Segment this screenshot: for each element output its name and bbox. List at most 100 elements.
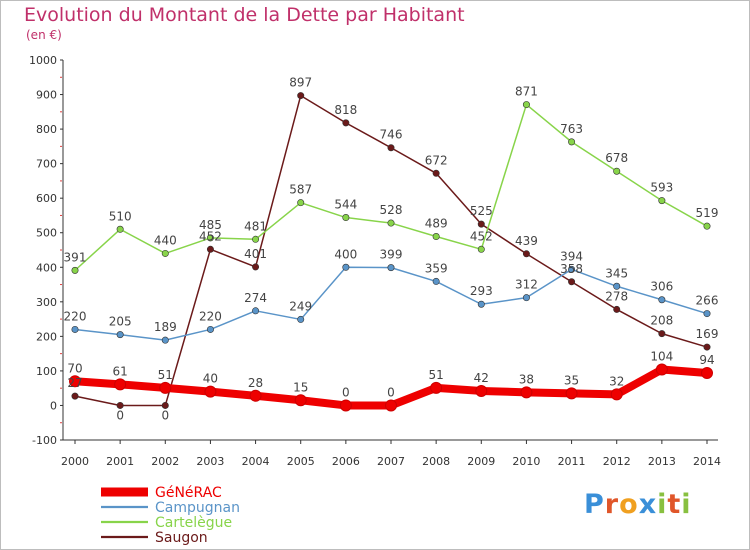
data-label: 452 xyxy=(470,229,493,243)
x-tick-label: 2010 xyxy=(512,455,540,468)
data-label: 249 xyxy=(289,299,312,313)
data-point xyxy=(114,378,127,391)
data-label: 746 xyxy=(380,128,403,142)
data-point xyxy=(297,315,305,323)
data-label: 871 xyxy=(515,85,538,99)
legend-label: Campugnan xyxy=(155,500,240,516)
data-point xyxy=(655,363,668,376)
data-point xyxy=(701,366,713,379)
logo-letter: r xyxy=(604,489,620,520)
data-label: 672 xyxy=(425,153,448,167)
data-label: 528 xyxy=(380,203,403,217)
data-point xyxy=(249,389,262,402)
x-tick-label: 2007 xyxy=(377,455,405,468)
data-point xyxy=(477,220,485,228)
x-tick-label: 2008 xyxy=(422,455,450,468)
x-tick-label: 2014 xyxy=(693,455,721,468)
data-label: 220 xyxy=(64,309,87,323)
data-label: 440 xyxy=(154,233,177,247)
data-point xyxy=(475,384,488,397)
data-point xyxy=(252,263,260,271)
data-label: 40 xyxy=(203,372,218,386)
data-point xyxy=(432,169,440,177)
data-label: 678 xyxy=(605,151,628,165)
data-point xyxy=(522,294,530,302)
x-tick-label: 2000 xyxy=(61,455,89,468)
data-point xyxy=(385,399,397,412)
data-label: 401 xyxy=(244,247,267,261)
data-label: 220 xyxy=(199,309,222,323)
data-label: 358 xyxy=(560,262,583,276)
data-label: 61 xyxy=(113,364,128,378)
data-label: 359 xyxy=(425,261,448,275)
data-point xyxy=(658,296,666,304)
data-label: 293 xyxy=(470,284,493,298)
data-label: 312 xyxy=(515,278,538,292)
data-point xyxy=(161,249,169,257)
y-tick-label: 800 xyxy=(36,123,57,136)
data-label: 278 xyxy=(605,289,628,303)
y-tick-label: 900 xyxy=(36,89,57,102)
x-tick-label: 2005 xyxy=(287,455,315,468)
data-point xyxy=(116,331,124,339)
data-point xyxy=(703,222,711,230)
data-point xyxy=(206,325,214,333)
data-point xyxy=(522,250,530,258)
data-point xyxy=(339,399,352,412)
data-point xyxy=(613,305,621,313)
data-point xyxy=(387,219,395,227)
data-point xyxy=(69,375,81,388)
data-point xyxy=(565,387,578,400)
data-label: 439 xyxy=(515,234,538,248)
data-point xyxy=(568,265,576,273)
data-label: 525 xyxy=(470,204,493,218)
logo-letter: t xyxy=(667,489,682,520)
data-point xyxy=(703,310,711,318)
data-point xyxy=(252,307,260,315)
data-label: 38 xyxy=(519,372,534,386)
data-point xyxy=(522,101,530,109)
y-tick-label: -100 xyxy=(32,434,57,447)
data-label: 205 xyxy=(109,315,132,329)
x-tick-label: 2002 xyxy=(151,455,179,468)
x-tick-label: 2006 xyxy=(332,455,360,468)
data-label: 28 xyxy=(248,376,263,390)
x-tick-label: 2013 xyxy=(648,455,676,468)
data-label: 0 xyxy=(342,385,350,399)
data-label: 399 xyxy=(380,248,403,262)
data-label: 587 xyxy=(289,183,312,197)
proxiti-logo: Proxiti xyxy=(584,489,692,520)
data-label: 189 xyxy=(154,320,177,334)
y-tick-label: 300 xyxy=(36,296,57,309)
y-tick-label: 600 xyxy=(36,192,57,205)
data-label: 42 xyxy=(474,371,489,385)
data-label: 208 xyxy=(650,314,673,328)
data-label: 345 xyxy=(605,266,628,280)
data-point xyxy=(610,388,623,401)
data-label: 593 xyxy=(650,181,673,195)
data-point xyxy=(613,282,621,290)
data-point xyxy=(297,92,305,100)
data-label: 519 xyxy=(696,206,719,220)
data-point xyxy=(432,277,440,285)
data-point xyxy=(658,197,666,205)
chart-title: Evolution du Montant de la Dette par Hab… xyxy=(24,4,465,26)
y-tick-label: 500 xyxy=(36,227,57,240)
logo-letter: i xyxy=(681,489,692,520)
data-label: 481 xyxy=(244,219,267,233)
data-point xyxy=(206,234,214,242)
x-tick-label: 2011 xyxy=(558,455,586,468)
data-label: 32 xyxy=(609,374,624,388)
data-point xyxy=(568,278,576,286)
data-label: 489 xyxy=(425,217,448,231)
data-point xyxy=(387,144,395,152)
data-label: 391 xyxy=(64,250,87,264)
legend-label: Saugon xyxy=(155,530,208,546)
data-point xyxy=(116,225,124,233)
data-point xyxy=(116,401,124,409)
data-label: 27 xyxy=(67,376,82,390)
y-tick-label: 100 xyxy=(36,365,57,378)
y-tick-label: 200 xyxy=(36,330,57,343)
